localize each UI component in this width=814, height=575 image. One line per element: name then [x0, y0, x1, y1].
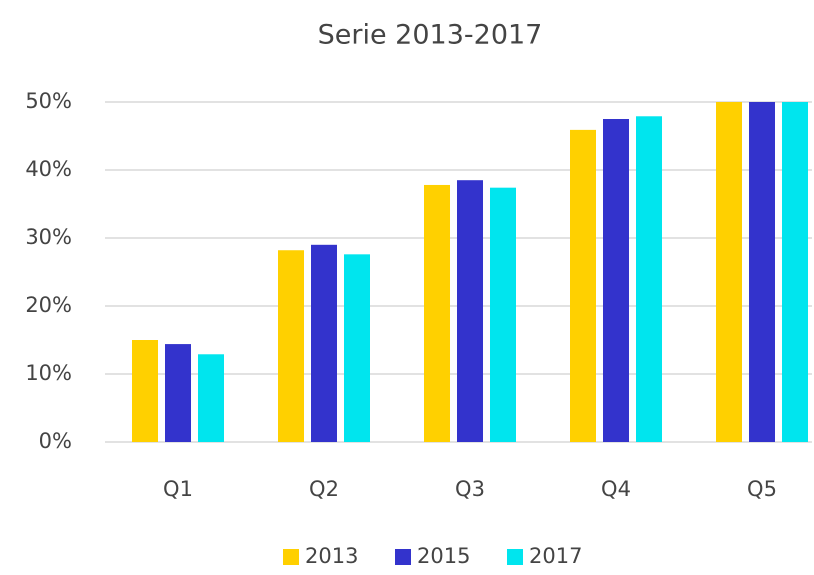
y-tick-label: 0%: [39, 429, 72, 453]
bar: [490, 187, 516, 442]
legend-swatch: [283, 549, 299, 565]
bar: [570, 129, 596, 442]
bar: [278, 250, 304, 442]
bar: [782, 102, 808, 442]
bar: [716, 102, 742, 442]
y-tick-label: 20%: [25, 293, 72, 317]
x-tick-label: Q5: [747, 477, 777, 501]
y-tick-label: 50%: [25, 89, 72, 113]
bar: [311, 244, 337, 442]
bar: [132, 340, 158, 442]
legend-swatch: [395, 549, 411, 565]
bar: [457, 180, 483, 442]
bar: [198, 354, 224, 442]
legend-label: 2017: [529, 544, 582, 568]
bar: [603, 119, 629, 442]
y-tick-label: 40%: [25, 157, 72, 181]
x-tick-label: Q2: [309, 477, 339, 501]
chart-title: Serie 2013-2017: [318, 20, 543, 51]
legend-label: 2013: [305, 544, 358, 568]
x-tick-label: Q1: [163, 477, 193, 501]
y-tick-label: 30%: [25, 225, 72, 249]
bar: [749, 102, 775, 442]
legend-swatch: [507, 549, 523, 565]
y-tick-label: 10%: [25, 361, 72, 385]
bar: [636, 116, 662, 442]
legend-label: 2015: [417, 544, 470, 568]
bar: [344, 254, 370, 442]
x-tick-label: Q3: [455, 477, 485, 501]
bar: [165, 344, 191, 442]
x-tick-label: Q4: [601, 477, 631, 501]
bar: [424, 184, 450, 442]
